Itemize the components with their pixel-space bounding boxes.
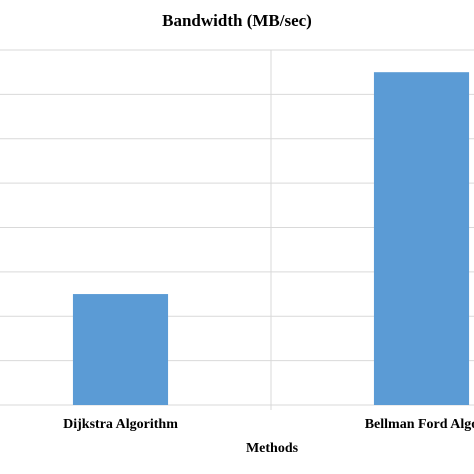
x-axis-title: Methods [246, 441, 299, 456]
chart-title: Bandwidth (MB/sec) [162, 11, 312, 30]
bar [72, 294, 169, 405]
x-tick-label: Bellman Ford Algo [365, 417, 474, 432]
bar [373, 72, 470, 405]
x-tick-label: Dijkstra Algorithm [63, 417, 178, 432]
